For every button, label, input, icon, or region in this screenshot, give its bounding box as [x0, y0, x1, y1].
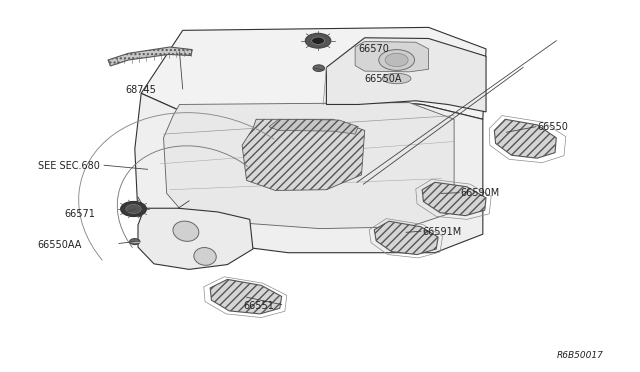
Polygon shape [269, 119, 358, 134]
Polygon shape [422, 182, 486, 216]
Ellipse shape [382, 73, 411, 84]
Text: 66551: 66551 [243, 301, 275, 311]
Polygon shape [242, 119, 365, 190]
Polygon shape [164, 103, 454, 229]
Polygon shape [138, 208, 253, 269]
Ellipse shape [173, 221, 199, 241]
Polygon shape [355, 41, 429, 72]
Circle shape [130, 238, 140, 244]
Text: 66550: 66550 [537, 122, 568, 132]
Text: R6B50017: R6B50017 [556, 351, 603, 360]
Circle shape [305, 33, 331, 48]
Text: 66590M: 66590M [461, 188, 500, 198]
Text: 66591M: 66591M [422, 227, 461, 237]
Circle shape [312, 37, 324, 44]
Circle shape [121, 202, 147, 217]
Circle shape [126, 205, 141, 214]
Circle shape [385, 53, 408, 67]
Text: 66570: 66570 [358, 44, 389, 54]
Text: 66550A: 66550A [365, 74, 402, 84]
Polygon shape [374, 221, 438, 254]
Polygon shape [494, 119, 556, 158]
Polygon shape [135, 93, 483, 253]
Circle shape [313, 65, 324, 71]
Polygon shape [141, 28, 486, 119]
Text: 66571: 66571 [65, 209, 95, 219]
Polygon shape [108, 47, 192, 66]
Ellipse shape [194, 247, 216, 265]
Text: SEE SEC.680: SEE SEC.680 [38, 161, 100, 171]
Text: 68745: 68745 [125, 85, 156, 94]
Polygon shape [326, 38, 486, 112]
Text: 66550AA: 66550AA [38, 240, 82, 250]
Polygon shape [210, 279, 282, 314]
Circle shape [379, 49, 415, 70]
